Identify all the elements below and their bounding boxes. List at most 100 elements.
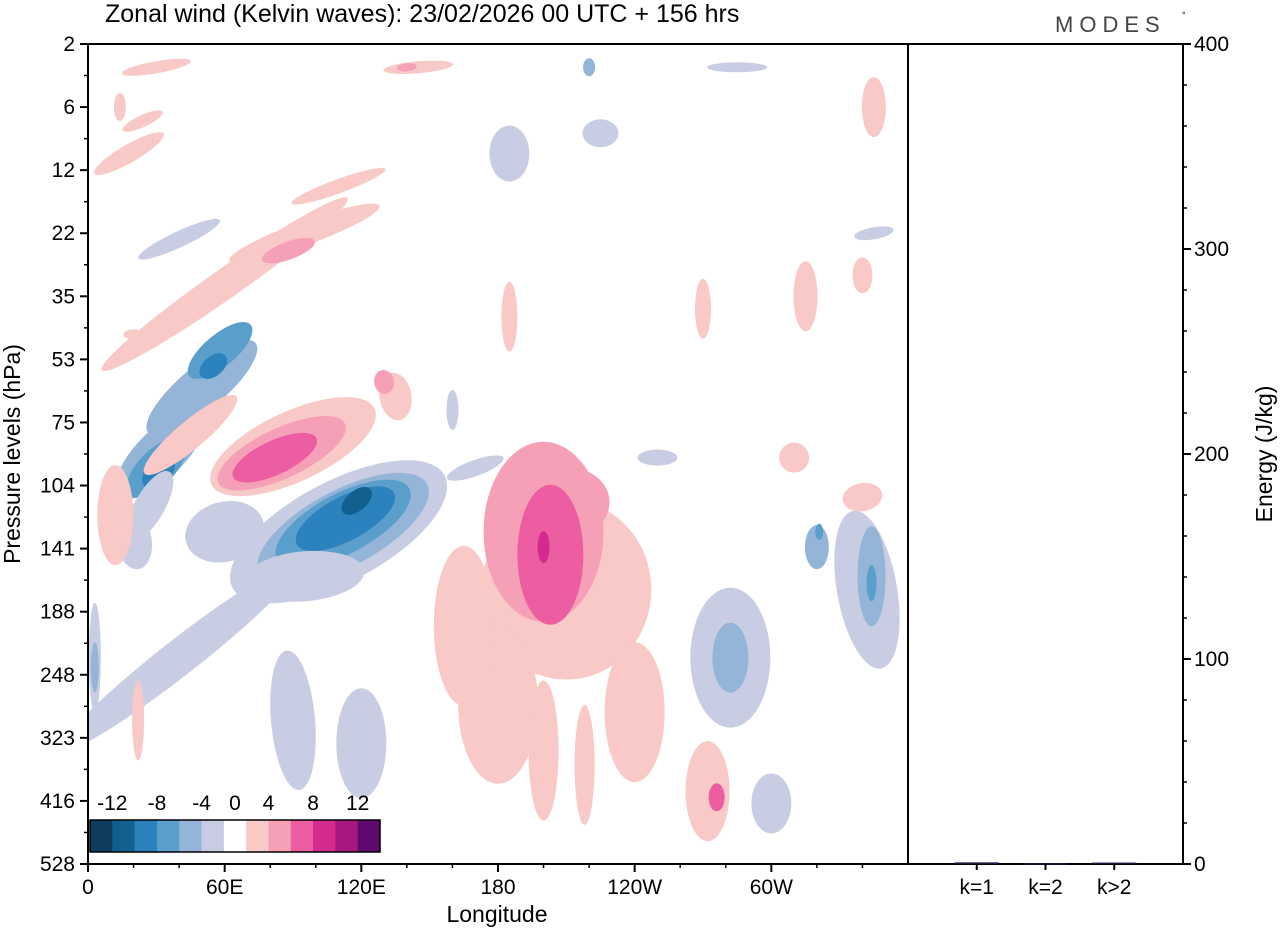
energy-bar — [1023, 863, 1068, 865]
x-axis-label: Longitude — [446, 901, 547, 927]
contour-patch — [861, 77, 886, 138]
contour-patch — [751, 773, 792, 834]
longitude-tick-label: 0 — [82, 876, 94, 899]
colorbar-label: -8 — [148, 792, 167, 815]
contour-patch — [97, 465, 134, 566]
y-axis-label: Pressure levels (hPa) — [0, 344, 25, 564]
colorbar-swatch — [201, 820, 225, 852]
pressure-tick-label: 2 — [63, 33, 75, 56]
contour-patch — [685, 741, 730, 842]
colorbar-label: 8 — [307, 792, 319, 815]
contour-patch — [804, 525, 829, 570]
pressure-tick-label: 35 — [52, 285, 75, 308]
contour-patch — [695, 278, 711, 339]
colorbar: -12 -8 -4 0 4 8 12 — [89, 792, 381, 853]
contour-patch — [123, 329, 144, 340]
contour-patch — [261, 237, 315, 264]
pressure-tick-label: 6 — [63, 96, 75, 119]
contour-patch — [712, 622, 749, 693]
pressure-tick-label: 188 — [40, 601, 75, 624]
energy-tick-label: 300 — [1194, 238, 1229, 261]
contour-patch — [291, 167, 386, 205]
energy-panel-frame — [907, 43, 1184, 865]
colorbar-label: 12 — [346, 792, 369, 815]
contour-patch — [185, 501, 265, 563]
contour-patch — [121, 58, 191, 76]
contour-patch — [854, 226, 894, 241]
colorbar-label: 0 — [229, 792, 241, 815]
contour-patch — [94, 132, 164, 176]
contour-patch — [295, 486, 396, 551]
colorbar-swatch — [268, 820, 292, 852]
contour-patch — [433, 545, 494, 706]
colorbar-frame — [89, 819, 381, 853]
contour-patch — [336, 688, 387, 799]
energy-axis: 0 100 200 300 400 — [1183, 33, 1229, 876]
contour-patch — [852, 257, 873, 294]
chart-title: Zonal wind (Kelvin waves): 23/02/2026 00… — [105, 0, 739, 28]
contour-patch — [270, 650, 316, 790]
contour-patch — [528, 680, 559, 821]
pressure-tick-label: 22 — [52, 222, 75, 245]
contour-patch — [866, 565, 877, 602]
contour-patch — [815, 523, 824, 540]
colorbar-swatch — [246, 820, 269, 852]
colorbar-swatch — [290, 820, 314, 852]
pressure-tick-label: 141 — [40, 538, 75, 561]
contour-patch — [574, 704, 595, 825]
contour-patch — [232, 432, 318, 483]
contour-patch — [90, 642, 99, 693]
colorbar-swatch — [179, 820, 203, 852]
pressure-tick-label: 248 — [40, 664, 75, 687]
contour-patch — [537, 531, 550, 564]
energy-bar — [954, 862, 999, 864]
contour-patch — [396, 63, 417, 72]
contour-patch — [446, 455, 504, 481]
colorbar-swatch — [134, 820, 158, 852]
contour-patch — [637, 449, 678, 466]
energy-bars — [954, 862, 1137, 865]
contour-patch — [229, 203, 380, 263]
contour-patch — [199, 353, 228, 379]
pressure-tick-label: 104 — [40, 475, 75, 498]
contour-patch — [146, 339, 258, 436]
contour-patch — [374, 369, 395, 394]
contour-patch — [707, 62, 768, 73]
colorbar-label: -12 — [97, 792, 127, 815]
contour-patch — [143, 394, 238, 475]
contour-patch — [113, 93, 126, 122]
energy-tick-label: 100 — [1194, 648, 1229, 671]
contour-patch — [582, 119, 619, 148]
pressure-tick-label: 53 — [52, 348, 75, 371]
pressure-axis: 2 6 12 22 35 53 75 104 141 188 248 323 416 528 — [40, 33, 88, 876]
contour-patch — [88, 564, 298, 752]
energy-bar — [1092, 862, 1137, 865]
longitude-tick-label: 180 — [480, 876, 515, 899]
colorbar-swatch — [90, 820, 113, 852]
pressure-tick-label: 416 — [40, 790, 75, 813]
colorbar-label: 4 — [263, 792, 275, 815]
contour-patch — [708, 783, 725, 812]
wavenumber-tick-label: k=1 — [960, 876, 994, 899]
contour-patch — [446, 389, 459, 430]
colorbar-swatch — [335, 820, 359, 852]
contour-patch — [583, 58, 596, 77]
contour-patch — [779, 442, 810, 473]
contour-patch — [132, 680, 145, 761]
colorbar-swatch — [156, 820, 180, 852]
logo-registered-mark: ° — [1182, 10, 1186, 20]
pressure-tick-label: 75 — [52, 411, 75, 434]
longitude-tick-label: 60E — [206, 876, 243, 899]
longitude-tick-label: 120E — [337, 876, 386, 899]
pressure-tick-label: 323 — [40, 727, 75, 750]
contour-patch — [793, 261, 818, 332]
wavenumber-tick-label: k>2 — [1097, 876, 1131, 899]
colorbar-swatch — [357, 820, 381, 852]
energy-tick-label: 400 — [1194, 33, 1229, 56]
colorbar-swatch — [223, 820, 247, 852]
contour-patch — [383, 60, 454, 74]
wavenumber-tick-label: k=2 — [1028, 876, 1062, 899]
pressure-tick-label: 12 — [52, 159, 75, 182]
